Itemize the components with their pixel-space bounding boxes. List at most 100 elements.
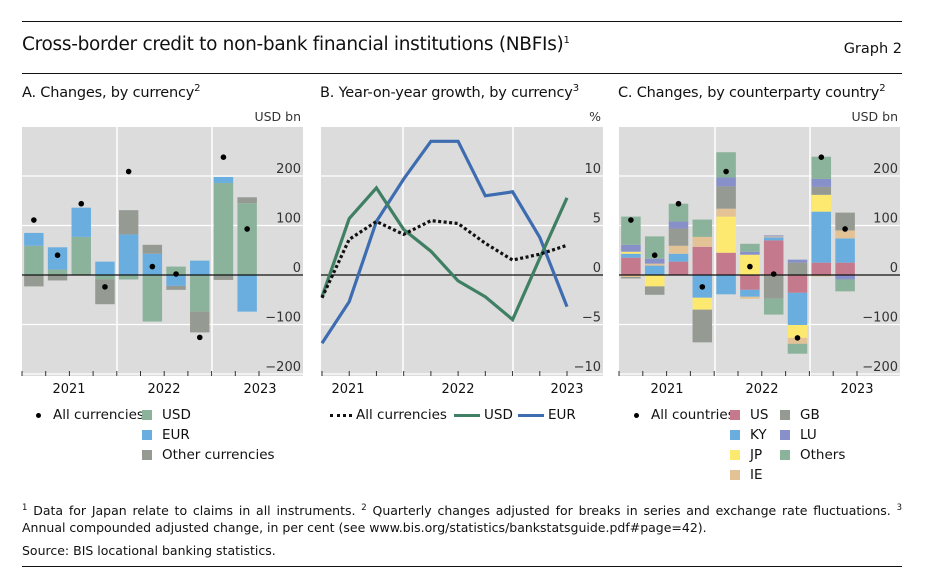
graph-title: Cross-border credit to non-bank financia…: [22, 34, 570, 55]
panel-a-title-text: A. Changes, by currency: [22, 84, 195, 101]
series-line-all-currencies: [320, 218, 568, 299]
bottom-rule: [22, 566, 902, 567]
bar-segment-ie: [740, 296, 760, 299]
legend-label: EUR: [162, 427, 190, 443]
bar-segment-other-currencies: [24, 275, 44, 287]
legend-item-ie: IE: [730, 467, 763, 483]
bar-segment-eur: [237, 275, 257, 312]
bar-segment-jp: [621, 251, 641, 254]
bar-segment-jp: [716, 216, 736, 253]
legend-item-eur: EUR: [518, 407, 576, 423]
bar-segment-jp: [811, 194, 832, 212]
swatch-us-icon: [730, 410, 740, 420]
bar-segment-usd: [237, 203, 257, 275]
bar-segment-ky: [740, 289, 760, 297]
swatch-ky-icon: [730, 430, 740, 440]
bar-segment-others: [692, 219, 713, 237]
swatch-ie-icon: [730, 470, 740, 480]
legend-label: USD: [484, 407, 513, 423]
x-year-label: 2022: [147, 382, 180, 397]
bar-segment-others: [787, 343, 808, 354]
bar-segment-ky: [787, 292, 808, 325]
swatch-others-icon: [780, 450, 790, 460]
bar-segment-us: [763, 240, 784, 275]
bar-segment-ie: [787, 337, 808, 344]
bar-segment-us: [621, 257, 641, 275]
legend-label: All currencies: [356, 407, 447, 423]
bar-segment-usd: [213, 182, 234, 275]
plot-background: [321, 127, 603, 376]
total-dot: [102, 284, 108, 290]
bar-segment-lu: [787, 259, 808, 263]
legend-label: LU: [800, 427, 817, 443]
bar-segment-us: [692, 246, 713, 275]
footnotes: 1 Data for Japan relate to claims in all…: [22, 500, 902, 536]
legend-item-other-currencies: Other currencies: [142, 447, 275, 463]
bar-segment-usd: [190, 275, 210, 312]
bar-segment-us: [835, 262, 855, 275]
bar-segment-gb: [692, 309, 713, 343]
y-tick-label: 200: [873, 162, 898, 177]
legend-item-lu: LU: [780, 427, 817, 443]
y-tick-label: 200: [276, 162, 301, 177]
bar-segment-others: [740, 243, 760, 252]
legend-item-us: US: [730, 407, 768, 423]
unit-label: USD bn: [254, 109, 301, 124]
bar-segment-us: [787, 275, 808, 293]
total-dot: [196, 334, 203, 341]
bar-segment-other-currencies: [142, 244, 163, 254]
total-dot: [675, 200, 682, 207]
bar-segment-eur: [24, 232, 44, 246]
legend-label: KY: [750, 427, 767, 443]
series-line-eur: [320, 139, 569, 345]
bar-segment-ie: [692, 236, 713, 247]
bar-segment-ie: [621, 275, 641, 277]
legend-item-eur: EUR: [142, 427, 190, 443]
bar-segment-ie: [763, 236, 784, 238]
legend-label: All currencies: [53, 407, 144, 423]
total-dot: [54, 252, 61, 258]
total-dot: [770, 271, 777, 277]
y-tick-label: −100: [265, 311, 301, 326]
footnote-1: Data for Japan relate to claims in all i…: [27, 503, 362, 519]
bar-segment-eur: [118, 234, 139, 275]
footnote-3: Annual compounded adjusted change, in pe…: [22, 520, 707, 536]
dot-marker-icon: [634, 412, 639, 418]
footnote-3-marker: 3: [896, 503, 902, 513]
bar-segment-gb: [716, 186, 736, 209]
y-tick-label: 10: [584, 162, 601, 177]
bar-segment-others: [763, 298, 784, 315]
bar-segment-lu: [621, 244, 641, 252]
x-year-label: 2022: [745, 382, 778, 397]
y-tick-label: 0: [890, 261, 898, 276]
panel-b-title: B. Year-on-year growth, by currency3: [320, 83, 579, 101]
swatch-gb-icon: [780, 410, 790, 420]
bar-segment-lu: [811, 178, 832, 187]
bar-segment-lu: [668, 221, 689, 229]
y-tick-label: 0: [293, 261, 301, 276]
footnote-1-marker: 1: [22, 503, 28, 513]
legend-item-gb: GB: [780, 407, 820, 423]
legend-item-ky: KY: [730, 427, 767, 443]
bar-segment-eur: [47, 247, 68, 270]
bar-segment-ky: [811, 211, 832, 263]
x-year-label: 2021: [331, 382, 364, 397]
total-dot: [125, 168, 132, 175]
y-tick-label: 100: [276, 212, 301, 227]
bar-segment-others: [644, 236, 665, 259]
bar-segment-lu: [716, 177, 736, 187]
legend-label: GB: [800, 407, 820, 423]
bar-segment-gb: [787, 262, 808, 275]
total-dot: [220, 154, 227, 160]
header-rule: [22, 73, 902, 74]
bar-segment-usd: [71, 236, 91, 275]
y-tick-label: 100: [873, 212, 898, 227]
footnote-2-marker: 2: [361, 503, 367, 513]
legend-item-all-currencies: All currencies: [36, 407, 144, 423]
legend-label: JP: [750, 447, 763, 463]
legend-item-jp: JP: [730, 447, 762, 463]
bar-segment-other-currencies: [118, 210, 139, 235]
bar-segment-jp: [644, 275, 665, 287]
unit-label: %: [589, 109, 601, 124]
y-tick-label: −200: [265, 360, 301, 375]
